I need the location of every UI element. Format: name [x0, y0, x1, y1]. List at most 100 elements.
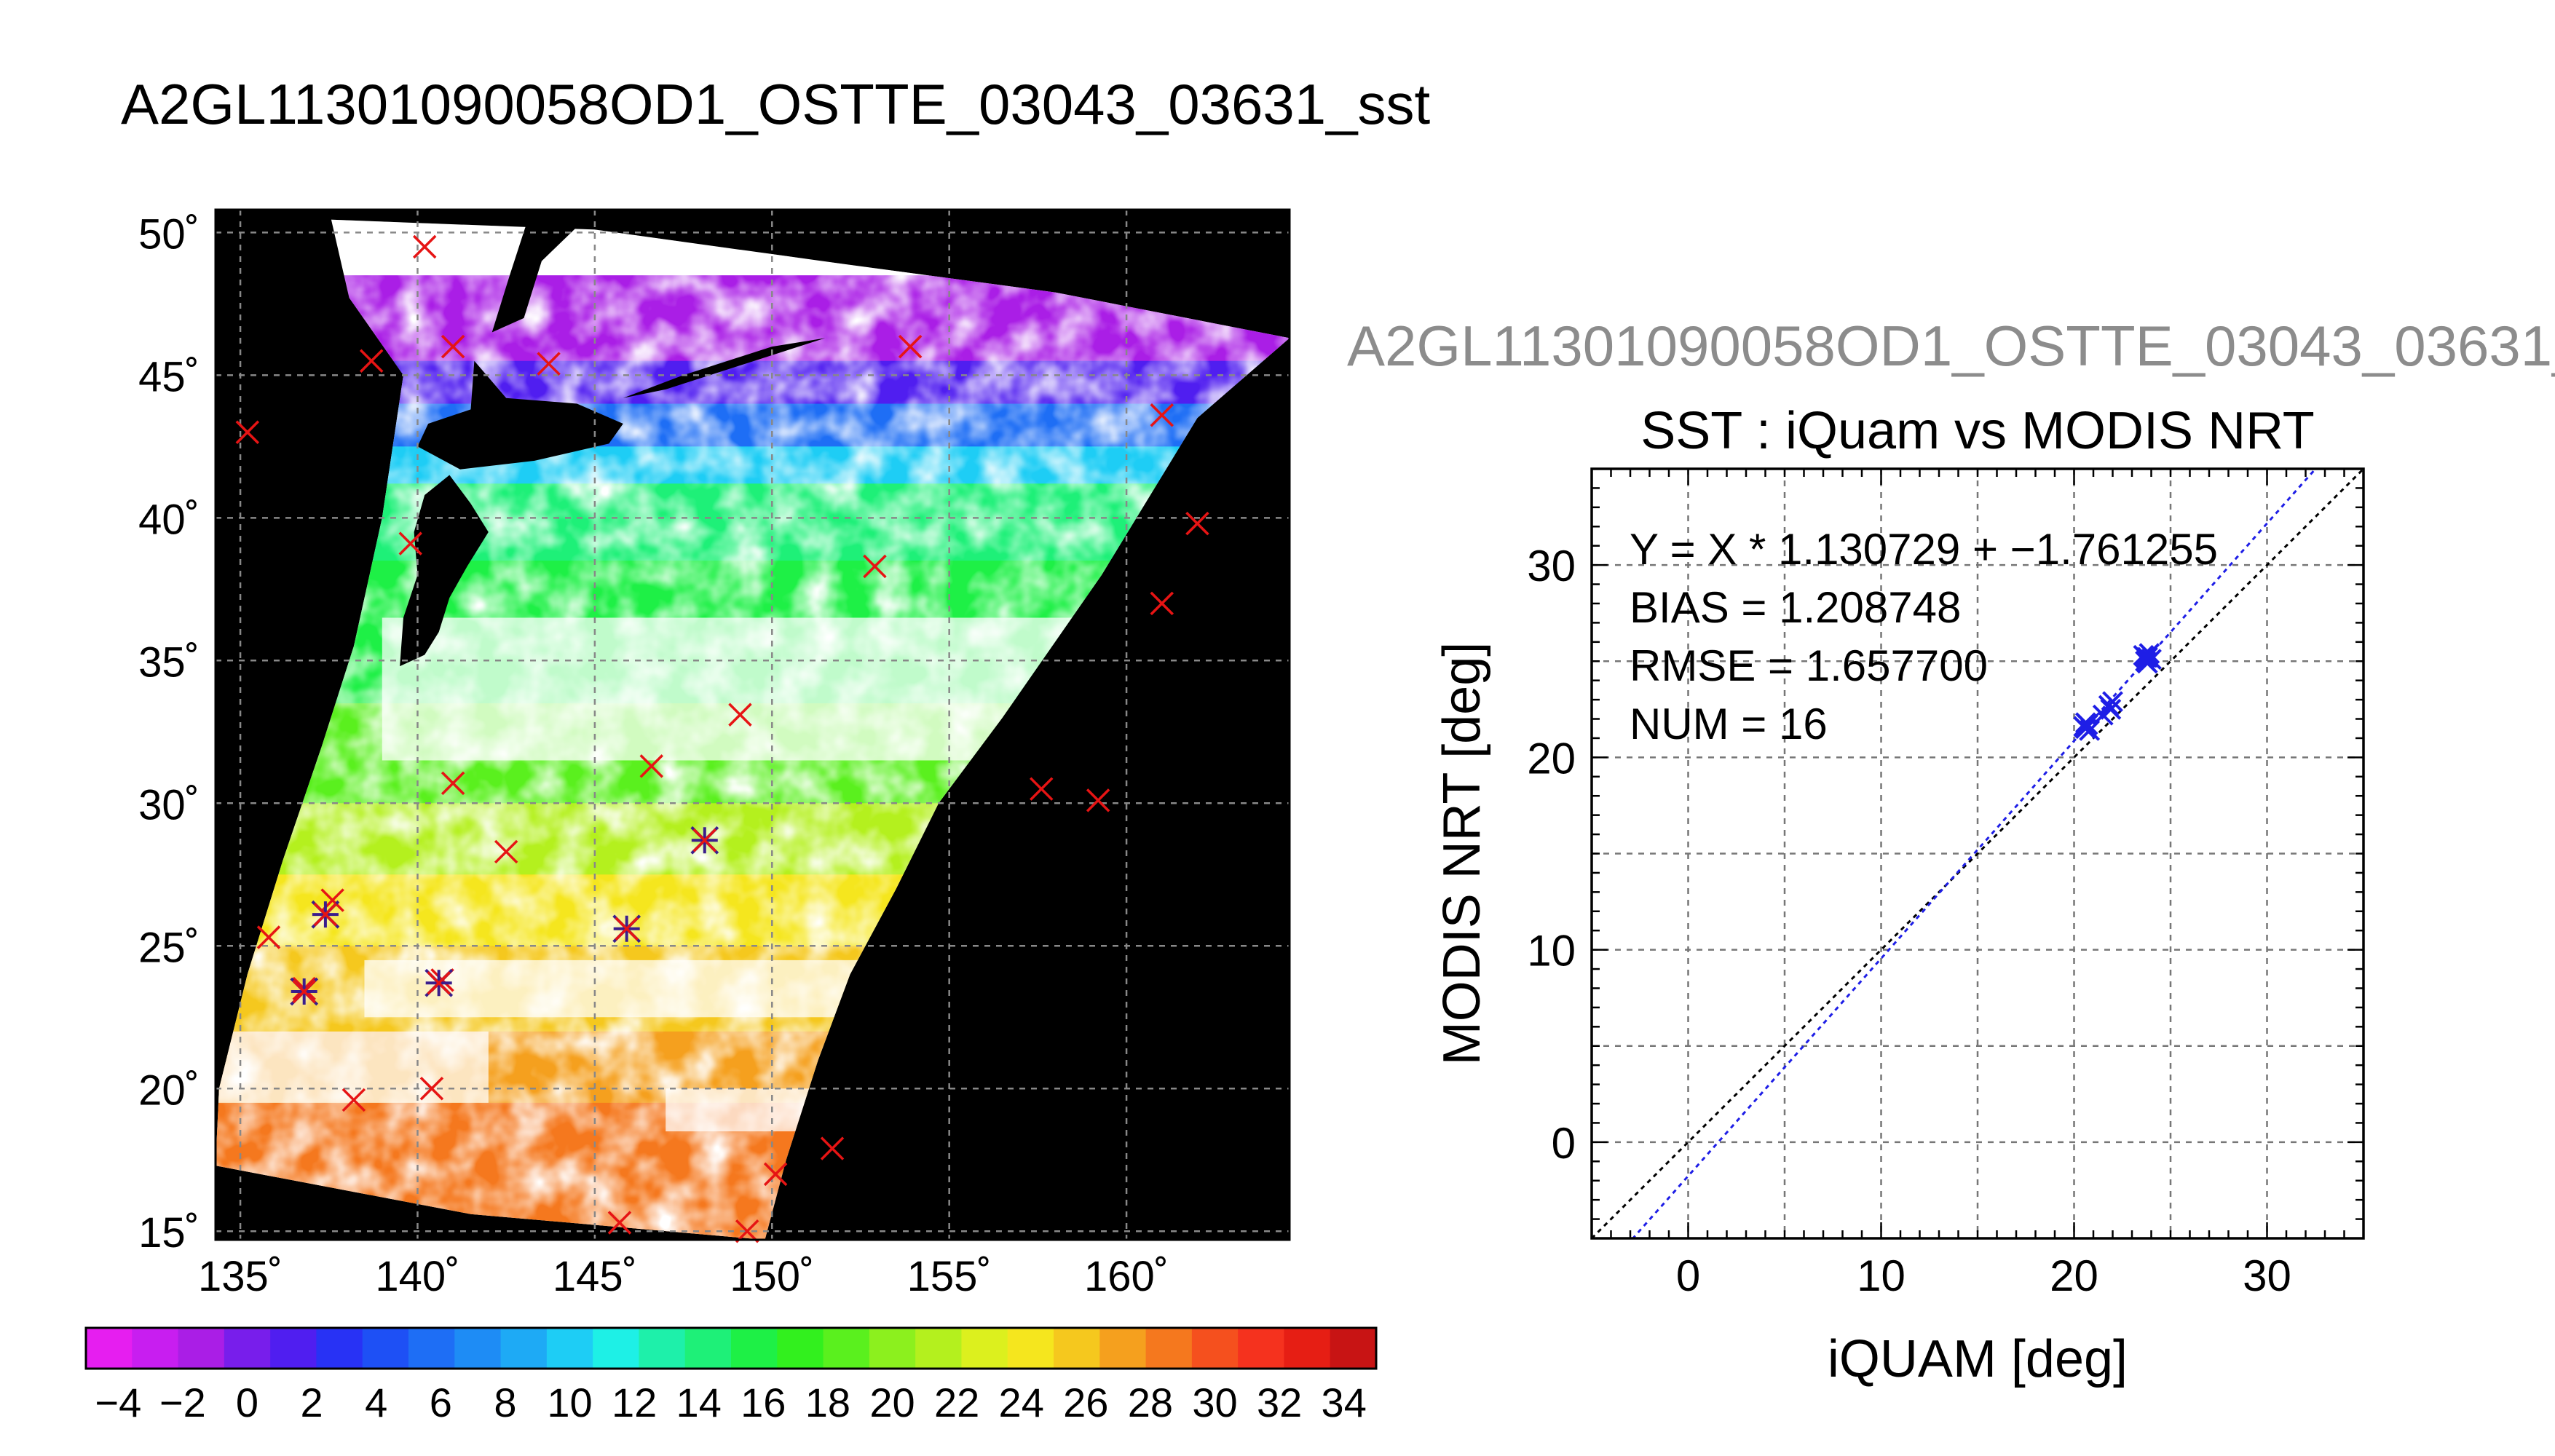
colorbar-cell — [132, 1328, 179, 1369]
land-mass — [216, 210, 354, 432]
colorbar-tick-label: −2 — [159, 1380, 206, 1425]
colorbar-cell — [961, 1328, 1008, 1369]
colorbar-cell — [777, 1328, 824, 1369]
y-tick-label: 30 — [1527, 542, 1576, 590]
colorbar-tick-label: 6 — [430, 1380, 452, 1425]
buoy-point-red — [359, 349, 384, 373]
scatter-annotation: NUM = 16 — [1630, 700, 1828, 748]
sst-colorbar: −4 −2 0 2 4 6 8 10 12 14 16 18 20 22 24 26 28 30 32 34 — [84, 1326, 1378, 1425]
scatter-plot: SST : iQuam vs MODIS NRT 0 10 20 30 0 10 20 30 iQ… — [1433, 402, 2365, 1388]
colorbar-cell — [593, 1328, 640, 1369]
buoy-point-red — [728, 703, 752, 727]
buoy-point-red — [1150, 403, 1174, 427]
scatter-lines — [1592, 469, 2364, 1238]
buoy-point-red — [412, 234, 437, 259]
buoy-point-red — [1185, 511, 1209, 536]
colorbar-cell — [270, 1328, 317, 1369]
buoy-point-red-overlay — [692, 828, 717, 852]
map-lon-tick-label: 150˚ — [730, 1253, 814, 1300]
sst-map: 50˚ 45˚ 40˚ 35˚ 30˚ 25˚ 20˚ 15˚135˚ 140˚ 145˚ 150˚… — [138, 208, 1291, 1300]
land-mass — [491, 210, 595, 333]
colorbar-cell — [316, 1328, 363, 1369]
scatter-frame — [1590, 467, 2365, 1240]
colorbar-cell — [362, 1328, 409, 1369]
colorbar-tick-label: −4 — [95, 1380, 141, 1425]
map-lon-tick-label: 145˚ — [553, 1253, 637, 1300]
buoy-point-red — [735, 1219, 759, 1243]
colorbar-tick-label: 14 — [676, 1380, 722, 1425]
scatter-annotation: RMSE = 1.657700 — [1630, 641, 1988, 690]
buoy-point-red — [341, 1088, 366, 1112]
colorbar-cell — [684, 1328, 732, 1369]
colorbar-tick-label: 10 — [547, 1380, 592, 1425]
colorbar-cell — [1330, 1328, 1377, 1369]
colorbar-cell — [1145, 1328, 1193, 1369]
y-axis-label: MODIS NRT [deg] — [1433, 642, 1491, 1066]
scatter-point — [2100, 698, 2122, 720]
colorbar-tick-label: 4 — [365, 1380, 387, 1425]
map-lon-tick-label: 140˚ — [375, 1253, 459, 1300]
buoy-point-red-overlay — [292, 979, 316, 1004]
colorbar-cell — [224, 1328, 271, 1369]
colorbar-cell — [639, 1328, 686, 1369]
colorbar-tick-label: 26 — [1063, 1380, 1108, 1425]
colorbar-cell — [915, 1328, 963, 1369]
colorbar-cell — [869, 1328, 916, 1369]
buoy-point-red — [1030, 777, 1054, 801]
buoy-point-red — [441, 771, 465, 796]
colorbar-tick-label: 22 — [934, 1380, 979, 1425]
y-tick-label: 0 — [1552, 1119, 1576, 1168]
buoy-point-red — [494, 839, 518, 864]
scatter-point — [2136, 652, 2158, 674]
buoy-point-red — [820, 1136, 845, 1160]
y-tick-label: 20 — [1527, 734, 1576, 783]
colorbar-cell — [500, 1328, 548, 1369]
scatter-title: SST : iQuam vs MODIS NRT — [1640, 402, 2315, 460]
scatter-file-subtitle: A2GL11301090058OD1_OSTTE_03043_03631_s — [1347, 314, 2555, 378]
buoy-point-red — [235, 420, 260, 444]
x-axis-label: iQUAM [deg] — [1828, 1330, 2128, 1388]
buoy-point-red — [607, 1211, 632, 1235]
map-frame — [214, 208, 1291, 1241]
buoy-point-red — [863, 554, 887, 579]
colorbar-tick-label: 0 — [236, 1380, 258, 1425]
colorbar-tick-label: 34 — [1322, 1380, 1367, 1425]
buoy-point-red — [639, 754, 663, 778]
y-tick-label: 10 — [1527, 927, 1576, 976]
map-lat-tick-label: 25˚ — [138, 924, 200, 971]
scatter-point — [2135, 646, 2156, 668]
map-lon-tick-label: 135˚ — [198, 1253, 283, 1300]
buoy-point-red-overlay — [427, 970, 451, 995]
buoy-point-red — [763, 1162, 788, 1187]
x-tick-label: 0 — [1676, 1251, 1700, 1300]
land-mass — [400, 475, 489, 667]
map-lat-tick-label: 50˚ — [138, 210, 200, 258]
colorbar-cell — [1007, 1328, 1054, 1369]
buoy-point-red — [398, 531, 422, 555]
colorbar-tick-label: 28 — [1128, 1380, 1173, 1425]
colorbar-cell — [1284, 1328, 1331, 1369]
map-lat-tick-label: 45˚ — [138, 353, 200, 400]
colorbar-tick-label: 2 — [301, 1380, 323, 1425]
colorbar-cell — [1238, 1328, 1285, 1369]
map-lat-tick-label: 30˚ — [138, 781, 200, 828]
colorbar-tick-label: 18 — [805, 1380, 850, 1425]
scatter-ticks — [1590, 467, 2365, 1240]
colorbar-tick-label: 32 — [1257, 1380, 1302, 1425]
cloud-zone — [364, 960, 879, 1018]
map-lat-tick-label: 40˚ — [138, 496, 200, 543]
buoy-point-red — [537, 352, 561, 376]
map-lat-tick-label: 20˚ — [138, 1067, 200, 1114]
identity-line — [1592, 469, 2364, 1238]
buoy-point-red-overlay — [615, 917, 639, 941]
colorbar-cell — [86, 1328, 133, 1369]
x-tick-label: 30 — [2243, 1251, 2291, 1300]
colorbar-tick-label: 12 — [612, 1380, 657, 1425]
map-grid — [216, 210, 1290, 1240]
colorbar-tick-label: 30 — [1192, 1380, 1237, 1425]
colorbar-frame — [84, 1326, 1378, 1370]
map-lon-tick-label: 155˚ — [907, 1253, 992, 1300]
scatter-annotation: BIAS = 1.208748 — [1630, 583, 1961, 632]
fit-line — [1631, 469, 2318, 1238]
